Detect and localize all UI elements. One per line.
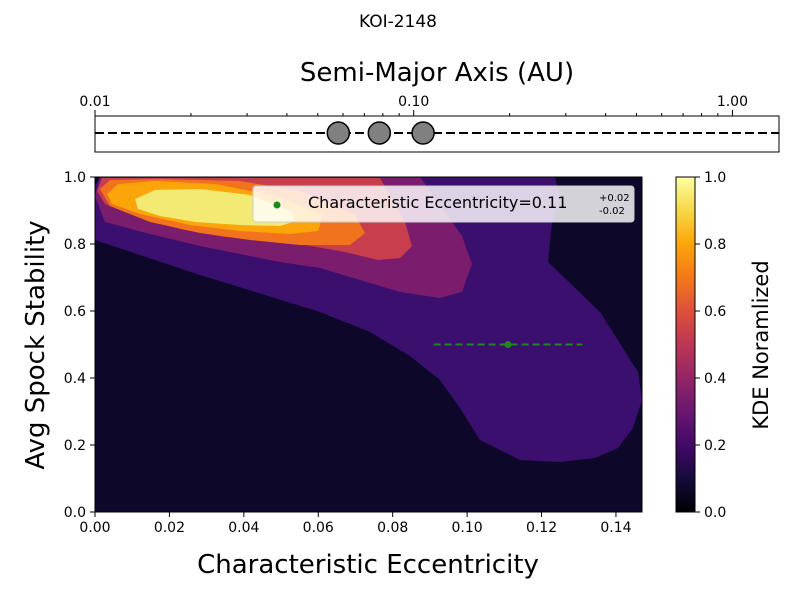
planet-marker bbox=[367, 121, 392, 145]
legend: Characteristic Eccentricity=0.11 +0.02 -… bbox=[252, 185, 635, 223]
x-tick-label: 0.02 bbox=[154, 520, 185, 536]
y-tick-label: 0.4 bbox=[64, 371, 86, 387]
y-tick-label: 0.0 bbox=[64, 505, 86, 521]
y-axis-label: Avg Spock Stability bbox=[21, 220, 51, 469]
legend-sup: +0.02 bbox=[599, 193, 630, 204]
colorbar-tick-label: 1.0 bbox=[704, 170, 726, 186]
top-axis-tick-labels: 0.01 0.10 1.00 bbox=[79, 94, 748, 110]
figure-title: KOI-2148 bbox=[359, 12, 437, 32]
colorbar-tick-label: 0.8 bbox=[704, 237, 726, 253]
plot-frame bbox=[94, 176, 643, 513]
point-estimate bbox=[504, 341, 512, 348]
colorbar: 0.0 0.2 0.4 0.6 0.8 1.0 KDE Noramlized bbox=[675, 170, 773, 521]
top-axis-label: Semi-Major Axis (AU) bbox=[300, 58, 574, 88]
colorbar-tick-label: 0.2 bbox=[704, 438, 726, 454]
x-tick-label: 0.06 bbox=[303, 520, 334, 536]
colorbar-tick-label: 0.6 bbox=[704, 304, 726, 320]
x-axis-label: Characteristic Eccentricity bbox=[197, 550, 539, 580]
colorbar-label: KDE Noramlized bbox=[749, 260, 773, 429]
x-tick-label: 0.00 bbox=[79, 520, 110, 536]
x-tick-label: 0.14 bbox=[600, 520, 631, 536]
legend-sub: -0.02 bbox=[599, 206, 625, 217]
planet-markers bbox=[326, 121, 435, 145]
x-tick-label: 0.04 bbox=[228, 520, 259, 536]
legend-label: Characteristic Eccentricity=0.11 bbox=[308, 193, 567, 212]
y-tick-label: 1.0 bbox=[64, 170, 86, 186]
colorbar-gradient bbox=[675, 176, 696, 513]
x-tick-label: 0.12 bbox=[526, 520, 557, 536]
y-axis-ticks: 0.0 0.2 0.4 0.6 0.8 1.0 bbox=[64, 170, 95, 521]
top-tick-label: 0.10 bbox=[398, 94, 429, 110]
planet-marker bbox=[411, 121, 435, 145]
x-axis-ticks: 0.00 0.02 0.04 0.06 0.08 0.10 0.12 0.14 bbox=[79, 512, 632, 536]
top-axis-ticks bbox=[94, 110, 733, 116]
top-tick-label: 1.00 bbox=[717, 94, 748, 110]
x-tick-label: 0.10 bbox=[452, 520, 483, 536]
y-tick-label: 0.6 bbox=[64, 304, 86, 320]
y-tick-label: 0.2 bbox=[64, 438, 86, 454]
kde-plot: Characteristic Eccentricity=0.11 +0.02 -… bbox=[21, 170, 643, 580]
x-tick-label: 0.08 bbox=[377, 520, 408, 536]
legend-marker bbox=[273, 201, 281, 209]
colorbar-ticks: 0.0 0.2 0.4 0.6 0.8 1.0 bbox=[695, 170, 726, 521]
colorbar-tick-label: 0.4 bbox=[704, 371, 726, 387]
top-tick-label: 0.01 bbox=[79, 94, 110, 110]
colorbar-tick-label: 0.0 bbox=[704, 505, 726, 521]
legend-box bbox=[252, 185, 635, 223]
y-tick-label: 0.8 bbox=[64, 237, 86, 253]
planet-marker bbox=[326, 121, 351, 145]
semi-major-axis-panel: Semi-Major Axis (AU) 0.01 0.10 1.00 bbox=[79, 58, 780, 153]
